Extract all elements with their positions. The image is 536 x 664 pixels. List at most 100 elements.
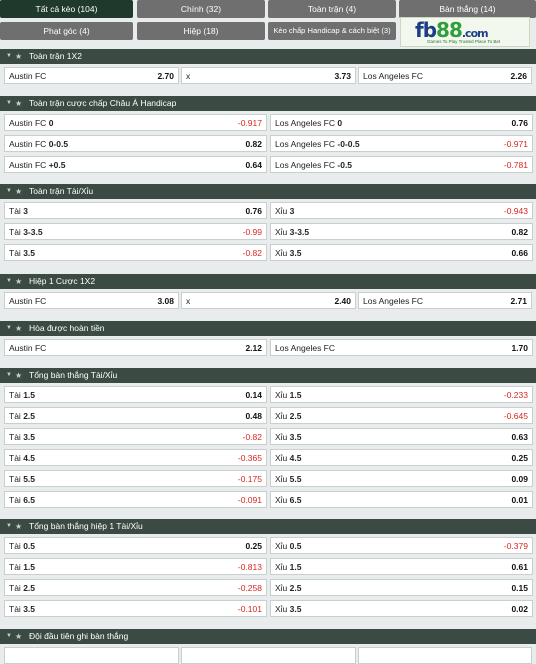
- tab-main[interactable]: Chính (32): [137, 0, 265, 18]
- chevron-down-icon[interactable]: ▼: [6, 53, 12, 59]
- selection-label: Xỉu: [275, 390, 288, 400]
- handicap-line: 3-3.5: [23, 227, 43, 237]
- odds-cell[interactable]: Xỉu 3.5 0.66: [270, 244, 533, 261]
- chevron-down-icon[interactable]: ▼: [6, 188, 12, 194]
- star-icon[interactable]: ★: [15, 187, 23, 196]
- star-icon[interactable]: ★: [15, 371, 23, 380]
- fb88-logo[interactable]: fb88.com Games To Play Trusted Place To …: [400, 17, 530, 47]
- odds-value: -0.379: [503, 541, 528, 551]
- odds-cell[interactable]: Tài 1.5 -0.813: [4, 558, 267, 575]
- odds-cell[interactable]: Los Angeles FC 2.71: [358, 292, 532, 309]
- chevron-down-icon[interactable]: ▼: [6, 372, 12, 378]
- market-section-header[interactable]: ▼ ★ Đội đầu tiên ghi bàn thắng: [0, 629, 536, 644]
- odds-cell[interactable]: Tài 1.5 0.14: [4, 386, 267, 403]
- odds-cell[interactable]: Los Angeles FC -0-0.5 -0.971: [270, 135, 533, 152]
- odds-cell[interactable]: x 2.40: [181, 292, 356, 309]
- odds-cell[interactable]: Austin FC 0 -0.917: [4, 114, 267, 131]
- market-section-header[interactable]: ▼ ★ Hòa được hoàn tiền: [0, 321, 536, 336]
- chevron-down-icon[interactable]: ▼: [6, 325, 12, 331]
- odds-cell[interactable]: Los Angeles FC -0.5 -0.781: [270, 156, 533, 173]
- market-section-header[interactable]: ▼ ★ Toàn trận Tài/Xỉu: [0, 184, 536, 199]
- odds-cell[interactable]: Austin FC 3.08: [4, 292, 179, 309]
- chevron-down-icon[interactable]: ▼: [6, 278, 12, 284]
- market-section-header[interactable]: ▼ ★ Tổng bàn thắng Tài/Xỉu: [0, 368, 536, 383]
- handicap-line: 2.5: [23, 411, 36, 421]
- selection-label: Austin FC: [9, 343, 47, 353]
- selection-name: x: [186, 68, 190, 85]
- tab-full-match[interactable]: Toàn trận (4): [268, 0, 396, 18]
- handicap-line: 2.5: [289, 583, 302, 593]
- selection-label: Tài: [9, 248, 21, 258]
- odds-cell[interactable]: [4, 647, 179, 664]
- handicap-line: 3.5: [23, 432, 36, 442]
- tab-all-markets[interactable]: Tất cả kèo (104): [0, 0, 133, 18]
- odds-cell[interactable]: Tài 4.5 -0.365: [4, 449, 267, 466]
- odds-cell[interactable]: Xỉu 5.5 0.09: [270, 470, 533, 487]
- handicap-line: 0.5: [289, 541, 302, 551]
- odds-cell[interactable]: Xỉu 1.5 0.61: [270, 558, 533, 575]
- selection-label: Austin FC: [9, 71, 47, 81]
- odds-cell[interactable]: Tài 3-3.5 -0.99: [4, 223, 267, 240]
- odds-cell[interactable]: Xỉu 1.5 -0.233: [270, 386, 533, 403]
- odds-cell[interactable]: Tài 6.5 -0.091: [4, 491, 267, 508]
- odds-cell[interactable]: Xỉu 6.5 0.01: [270, 491, 533, 508]
- tab-handicap[interactable]: Kèo chấp Handicap & cách biệt (3): [268, 22, 396, 40]
- odds-cell[interactable]: Tài 0.5 0.25: [4, 537, 267, 554]
- market-section-header[interactable]: ▼ ★ Tổng bàn thắng hiệp 1 Tài/Xỉu: [0, 519, 536, 534]
- odds-cell[interactable]: Tài 3.5 -0.82: [4, 244, 267, 261]
- odds-cell[interactable]: Tài 2.5 0.48: [4, 407, 267, 424]
- odds-cell[interactable]: [358, 647, 532, 664]
- odds-cell[interactable]: Xỉu 0.5 -0.379: [270, 537, 533, 554]
- odds-cell[interactable]: Austin FC 2.70: [4, 67, 179, 84]
- tab-halves[interactable]: Hiệp (18): [137, 22, 265, 40]
- star-icon[interactable]: ★: [15, 632, 23, 641]
- odds-value: 0.82: [511, 227, 528, 237]
- tab-corners[interactable]: Phạt góc (4): [0, 22, 133, 40]
- selection-name: x: [186, 293, 190, 310]
- odds-value: 0.61: [511, 562, 528, 572]
- odds-cell[interactable]: Los Angeles FC 2.26: [358, 67, 532, 84]
- star-icon[interactable]: ★: [15, 52, 23, 61]
- selection-name: Tài 3.5: [9, 601, 35, 618]
- tab-goals[interactable]: Bàn thắng (14): [399, 0, 536, 18]
- market-section-header[interactable]: ▼ ★ Toàn trận cược chấp Châu Á Handicap: [0, 96, 536, 111]
- odds-cell[interactable]: Xỉu 4.5 0.25: [270, 449, 533, 466]
- odds-cell[interactable]: Tài 3.5 -0.82: [4, 428, 267, 445]
- market-section-header[interactable]: ▼ ★ Hiệp 1 Cược 1X2: [0, 274, 536, 289]
- selection-label: Xỉu: [275, 411, 288, 421]
- odds-value: 0.66: [511, 248, 528, 258]
- selection-name: Austin FC +0.5: [9, 157, 65, 174]
- odds-cell[interactable]: Xỉu 3-3.5 0.82: [270, 223, 533, 240]
- odds-cell[interactable]: Austin FC 0-0.5 0.82: [4, 135, 267, 152]
- chevron-down-icon[interactable]: ▼: [6, 100, 12, 106]
- star-icon[interactable]: ★: [15, 522, 23, 531]
- odds-cell[interactable]: Xỉu 2.5 0.15: [270, 579, 533, 596]
- chevron-down-icon[interactable]: ▼: [6, 523, 12, 529]
- odds-cell[interactable]: Los Angeles FC 1.70: [270, 339, 533, 356]
- star-icon[interactable]: ★: [15, 99, 23, 108]
- odds-cell[interactable]: [181, 647, 356, 664]
- odds-cell[interactable]: Tài 3.5 -0.101: [4, 600, 267, 617]
- odds-value: -0.82: [242, 432, 262, 442]
- odds-cell[interactable]: Austin FC +0.5 0.64: [4, 156, 267, 173]
- odds-cell[interactable]: Xỉu 2.5 -0.645: [270, 407, 533, 424]
- market-section-header[interactable]: ▼ ★ Toàn trận 1X2: [0, 49, 536, 64]
- selection-label: Xỉu: [275, 583, 288, 593]
- odds-cell[interactable]: Xỉu 3 -0.943: [270, 202, 533, 219]
- logo-text: fb88.com: [415, 18, 489, 42]
- selection-name: Los Angeles FC: [363, 68, 423, 85]
- star-icon[interactable]: ★: [15, 277, 23, 286]
- odds-value: 0.82: [245, 139, 262, 149]
- odds-cell[interactable]: Xỉu 3.5 0.02: [270, 600, 533, 617]
- star-icon[interactable]: ★: [15, 324, 23, 333]
- chevron-down-icon[interactable]: ▼: [6, 633, 12, 639]
- odds-cell[interactable]: Austin FC 2.12: [4, 339, 267, 356]
- odds-cell[interactable]: Tài 5.5 -0.175: [4, 470, 267, 487]
- odds-cell[interactable]: Los Angeles FC 0 0.76: [270, 114, 533, 131]
- selection-label: Tài: [9, 541, 21, 551]
- handicap-line: 5.5: [289, 474, 302, 484]
- odds-cell[interactable]: x 3.73: [181, 67, 356, 84]
- odds-cell[interactable]: Tài 2.5 -0.258: [4, 579, 267, 596]
- odds-cell[interactable]: Tài 3 0.76: [4, 202, 267, 219]
- odds-cell[interactable]: Xỉu 3.5 0.63: [270, 428, 533, 445]
